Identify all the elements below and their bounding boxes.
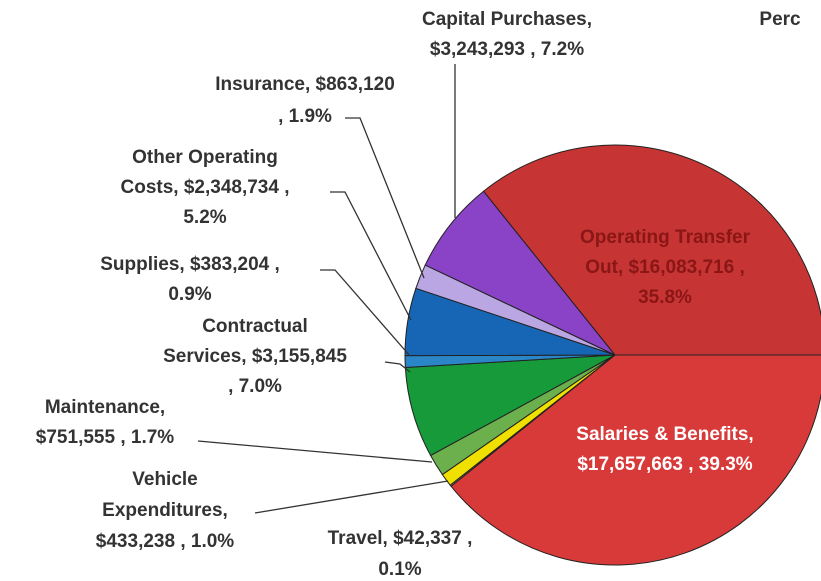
slice-label: Supplies, $383,204 , <box>100 254 280 275</box>
slice-label: Insurance, $863,120 <box>215 74 395 95</box>
slice-label: , 7.0% <box>228 376 282 397</box>
slice-label: Costs, $2,348,734 , <box>121 177 290 198</box>
slice-label: Other Operating <box>132 147 278 168</box>
slice-label: $751,555 , 1.7% <box>36 427 174 448</box>
slice-label: 0.9% <box>168 284 211 305</box>
leader-line <box>197 440 433 463</box>
slice-label: Salaries & Benefits, <box>576 424 753 445</box>
slice-label: 0.1% <box>378 559 421 580</box>
slice-label: $3,243,293 , 7.2% <box>430 39 584 60</box>
leader-line <box>254 480 449 514</box>
slice-label: $17,657,663 , 39.3% <box>577 454 752 475</box>
slice-label: Vehicle <box>132 469 198 490</box>
leader-line <box>384 361 411 373</box>
leader-line <box>330 191 412 321</box>
slice-label: Operating Transfer <box>580 227 751 248</box>
slice-label: , 1.9% <box>278 106 332 127</box>
leader-line <box>320 269 411 357</box>
slice-label: Out, $16,083,716 , <box>585 257 745 278</box>
slice-label: Services, $3,155,845 <box>163 346 347 367</box>
slice-label: Expenditures, <box>102 500 228 521</box>
pie-slice <box>450 354 821 566</box>
slice-label: 35.8% <box>638 287 692 308</box>
slice-label: $433,238 , 1.0% <box>96 531 234 552</box>
leader-line <box>345 117 425 279</box>
slice-label: Contractual <box>202 316 308 337</box>
chart-title: Perc <box>759 9 801 30</box>
slice-label: 5.2% <box>183 207 226 228</box>
pie-slice <box>482 144 821 356</box>
slice-label: Capital Purchases, <box>422 9 592 30</box>
slice-label: Maintenance, <box>45 397 165 418</box>
slice-label: Travel, $42,337 , <box>328 528 473 549</box>
